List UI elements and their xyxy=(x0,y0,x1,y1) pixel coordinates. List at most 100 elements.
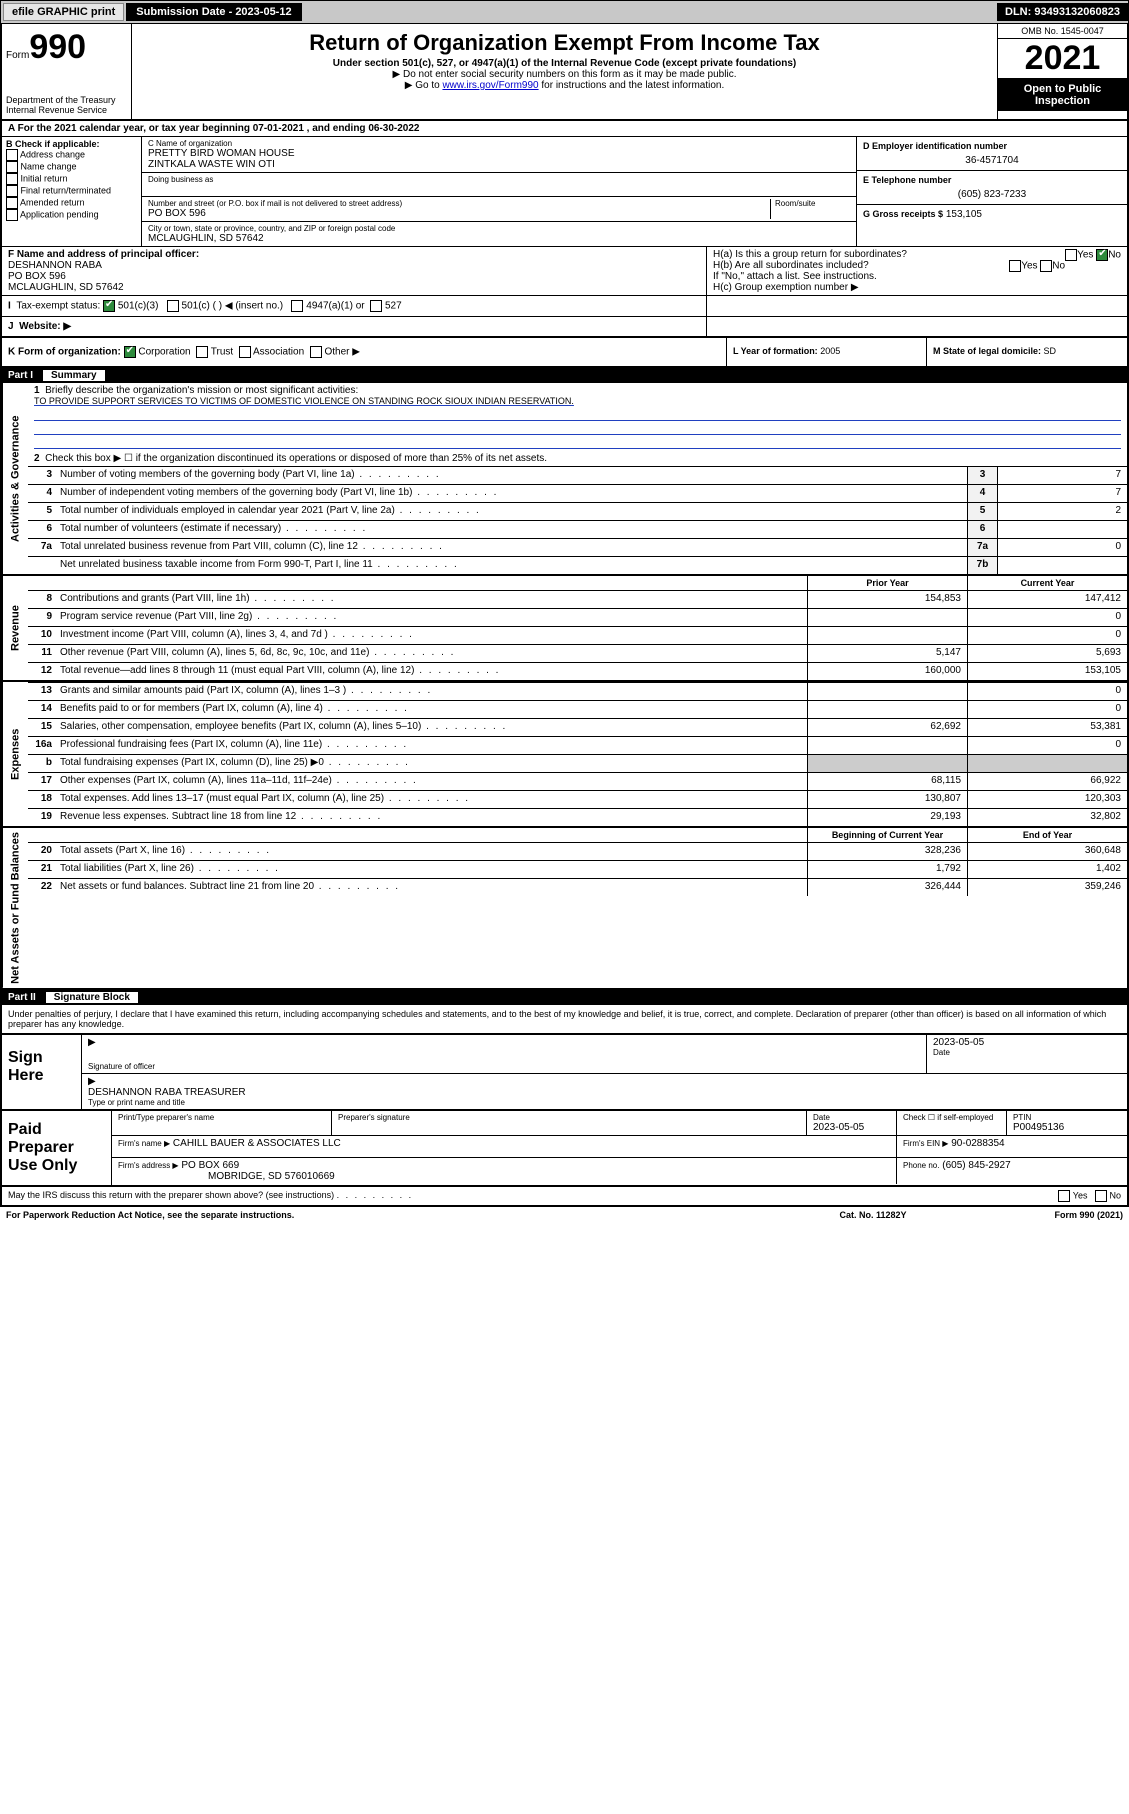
chk-527[interactable] xyxy=(370,300,382,312)
cat-no: Cat. No. 11282Y xyxy=(773,1210,973,1220)
sig-row-2: DESHANNON RABA TREASURER Type or print n… xyxy=(82,1074,1127,1109)
ha-yes-chk[interactable] xyxy=(1065,249,1077,261)
header-left: Form990 Department of the Treasury Inter… xyxy=(2,24,132,119)
prior-value xyxy=(807,609,967,626)
line-box: 6 xyxy=(967,521,997,538)
website-row: J Website: ▶ xyxy=(2,317,707,336)
efile-print-button[interactable]: efile GRAPHIC print xyxy=(3,3,124,21)
line-num: 19 xyxy=(28,809,56,826)
line-box: 5 xyxy=(967,503,997,520)
chk-initial-return[interactable]: Initial return xyxy=(6,173,137,185)
prep-row-2: Firm's name ▶ CAHILL BAUER & ASSOCIATES … xyxy=(112,1136,1127,1158)
line-text: Total assets (Part X, line 16) xyxy=(56,843,807,860)
line-num: 3 xyxy=(28,467,56,484)
form-header: Form990 Department of the Treasury Inter… xyxy=(0,24,1129,121)
addr-label: Number and street (or P.O. box if mail i… xyxy=(148,199,770,208)
side-net-assets: Net Assets or Fund Balances xyxy=(2,828,28,988)
chk-501c3[interactable] xyxy=(103,300,115,312)
topbar: efile GRAPHIC print Submission Date - 20… xyxy=(0,0,1129,24)
chk-amended[interactable]: Amended return xyxy=(6,197,137,209)
opt-trust: Trust xyxy=(211,347,233,358)
phone-value: (605) 823-7233 xyxy=(863,189,1121,200)
opt-other: Other ▶ xyxy=(324,347,359,358)
header-right: OMB No. 1545-0047 2021 Open to Public In… xyxy=(997,24,1127,119)
chk-corp[interactable] xyxy=(124,346,136,358)
line-num: 10 xyxy=(28,627,56,644)
hdr-beginning: Beginning of Current Year xyxy=(807,828,967,842)
paid-preparer-block: Paid Preparer Use Only Print/Type prepar… xyxy=(0,1111,1129,1187)
discuss-no-chk[interactable] xyxy=(1095,1190,1107,1202)
line-3: 3 Number of voting members of the govern… xyxy=(28,466,1127,484)
exp-content: 13 Grants and similar amounts paid (Part… xyxy=(28,682,1127,826)
chk-trust[interactable] xyxy=(196,346,208,358)
room-label: Room/suite xyxy=(775,199,850,208)
line-num: 17 xyxy=(28,773,56,790)
current-value: 66,922 xyxy=(967,773,1127,790)
ha-no-chk[interactable] xyxy=(1096,249,1108,261)
chk-application-pending[interactable]: Application pending xyxy=(6,209,137,221)
header-mid: Return of Organization Exempt From Incom… xyxy=(132,24,997,119)
irs-link[interactable]: www.irs.gov/Form990 xyxy=(442,80,538,91)
officer-label: F Name and address of principal officer: xyxy=(8,249,199,260)
chk-address-change[interactable]: Address change xyxy=(6,149,137,161)
sub3-post: for instructions and the latest informat… xyxy=(539,80,725,91)
open-to-public: Open to Public Inspection xyxy=(998,79,1127,111)
part-2-title: Signature Block xyxy=(46,992,138,1003)
paid-preparer-label: Paid Preparer Use Only xyxy=(2,1111,112,1185)
hb-no-chk[interactable] xyxy=(1040,260,1052,272)
chk-other[interactable] xyxy=(310,346,322,358)
line-2-text: Check this box ▶ ☐ if the organization d… xyxy=(45,453,547,464)
line-text: Other revenue (Part VIII, column (A), li… xyxy=(56,645,807,662)
chk-501c[interactable] xyxy=(167,300,179,312)
line-15: 15 Salaries, other compensation, employe… xyxy=(28,718,1127,736)
line-12: 12 Total revenue—add lines 8 through 11 … xyxy=(28,662,1127,680)
phone-label: E Telephone number xyxy=(863,175,1121,185)
line-num: 13 xyxy=(28,683,56,700)
line-7a: 7a Total unrelated business revenue from… xyxy=(28,538,1127,556)
line-10: 10 Investment income (Part VIII, column … xyxy=(28,626,1127,644)
current-value: 359,246 xyxy=(967,879,1127,896)
gross-cell: G Gross receipts $ 153,105 xyxy=(857,205,1127,233)
line-num: 21 xyxy=(28,861,56,878)
side-governance: Activities & Governance xyxy=(2,383,28,574)
omb-number: OMB No. 1545-0047 xyxy=(998,24,1127,39)
m-value: SD xyxy=(1044,346,1057,356)
prior-value: 5,147 xyxy=(807,645,967,662)
line-value: 2 xyxy=(997,503,1127,520)
line-num: 16a xyxy=(28,737,56,754)
chk-4947[interactable] xyxy=(291,300,303,312)
line-20: 20 Total assets (Part X, line 16) 328,23… xyxy=(28,842,1127,860)
line-17: 17 Other expenses (Part IX, column (A), … xyxy=(28,772,1127,790)
addr-value: PO BOX 596 xyxy=(148,208,770,219)
line-4: 4 Number of independent voting members o… xyxy=(28,484,1127,502)
rev-header: b Prior Year Current Year xyxy=(28,576,1127,590)
line-num: b xyxy=(28,755,56,772)
hc-row: H(c) Group exemption number ▶ xyxy=(713,282,1121,293)
opt-501c: 501(c) ( ) ◀ (insert no.) xyxy=(182,301,284,312)
entity-row: B Check if applicable: Address change Na… xyxy=(2,137,1127,246)
ein-value: 36-4571704 xyxy=(863,155,1121,166)
org-name-2: ZINTKALA WASTE WIN OTI xyxy=(148,159,850,170)
current-value: 1,402 xyxy=(967,861,1127,878)
line-value: 0 xyxy=(997,539,1127,556)
chk-assoc[interactable] xyxy=(239,346,251,358)
line-9: 9 Program service revenue (Part VIII, li… xyxy=(28,608,1127,626)
gross-value: 153,105 xyxy=(946,209,982,220)
sign-here-block: Sign Here Signature of officer 2023-05-0… xyxy=(0,1035,1129,1111)
line-value xyxy=(997,521,1127,538)
firm-addr-label: Firm's address ▶ xyxy=(118,1161,179,1170)
current-value: 0 xyxy=(967,609,1127,626)
opt-501c3: 501(c)(3) xyxy=(118,301,159,312)
ein-cell: D Employer identification number 36-4571… xyxy=(857,137,1127,171)
side-expenses: Expenses xyxy=(2,682,28,826)
discuss-yes-chk[interactable] xyxy=(1058,1190,1070,1202)
i-label: Tax-exempt status: xyxy=(16,301,100,312)
hb-yes-chk[interactable] xyxy=(1009,260,1021,272)
form-num: 990 xyxy=(29,28,86,66)
phone-cell: E Telephone number (605) 823-7233 xyxy=(857,171,1127,205)
chk-final-return[interactable]: Final return/terminated xyxy=(6,185,137,197)
chk-name-change[interactable]: Name change xyxy=(6,161,137,173)
prior-value: 326,444 xyxy=(807,879,967,896)
line-b: b Total fundraising expenses (Part IX, c… xyxy=(28,754,1127,772)
firm-name: CAHILL BAUER & ASSOCIATES LLC xyxy=(173,1138,341,1149)
